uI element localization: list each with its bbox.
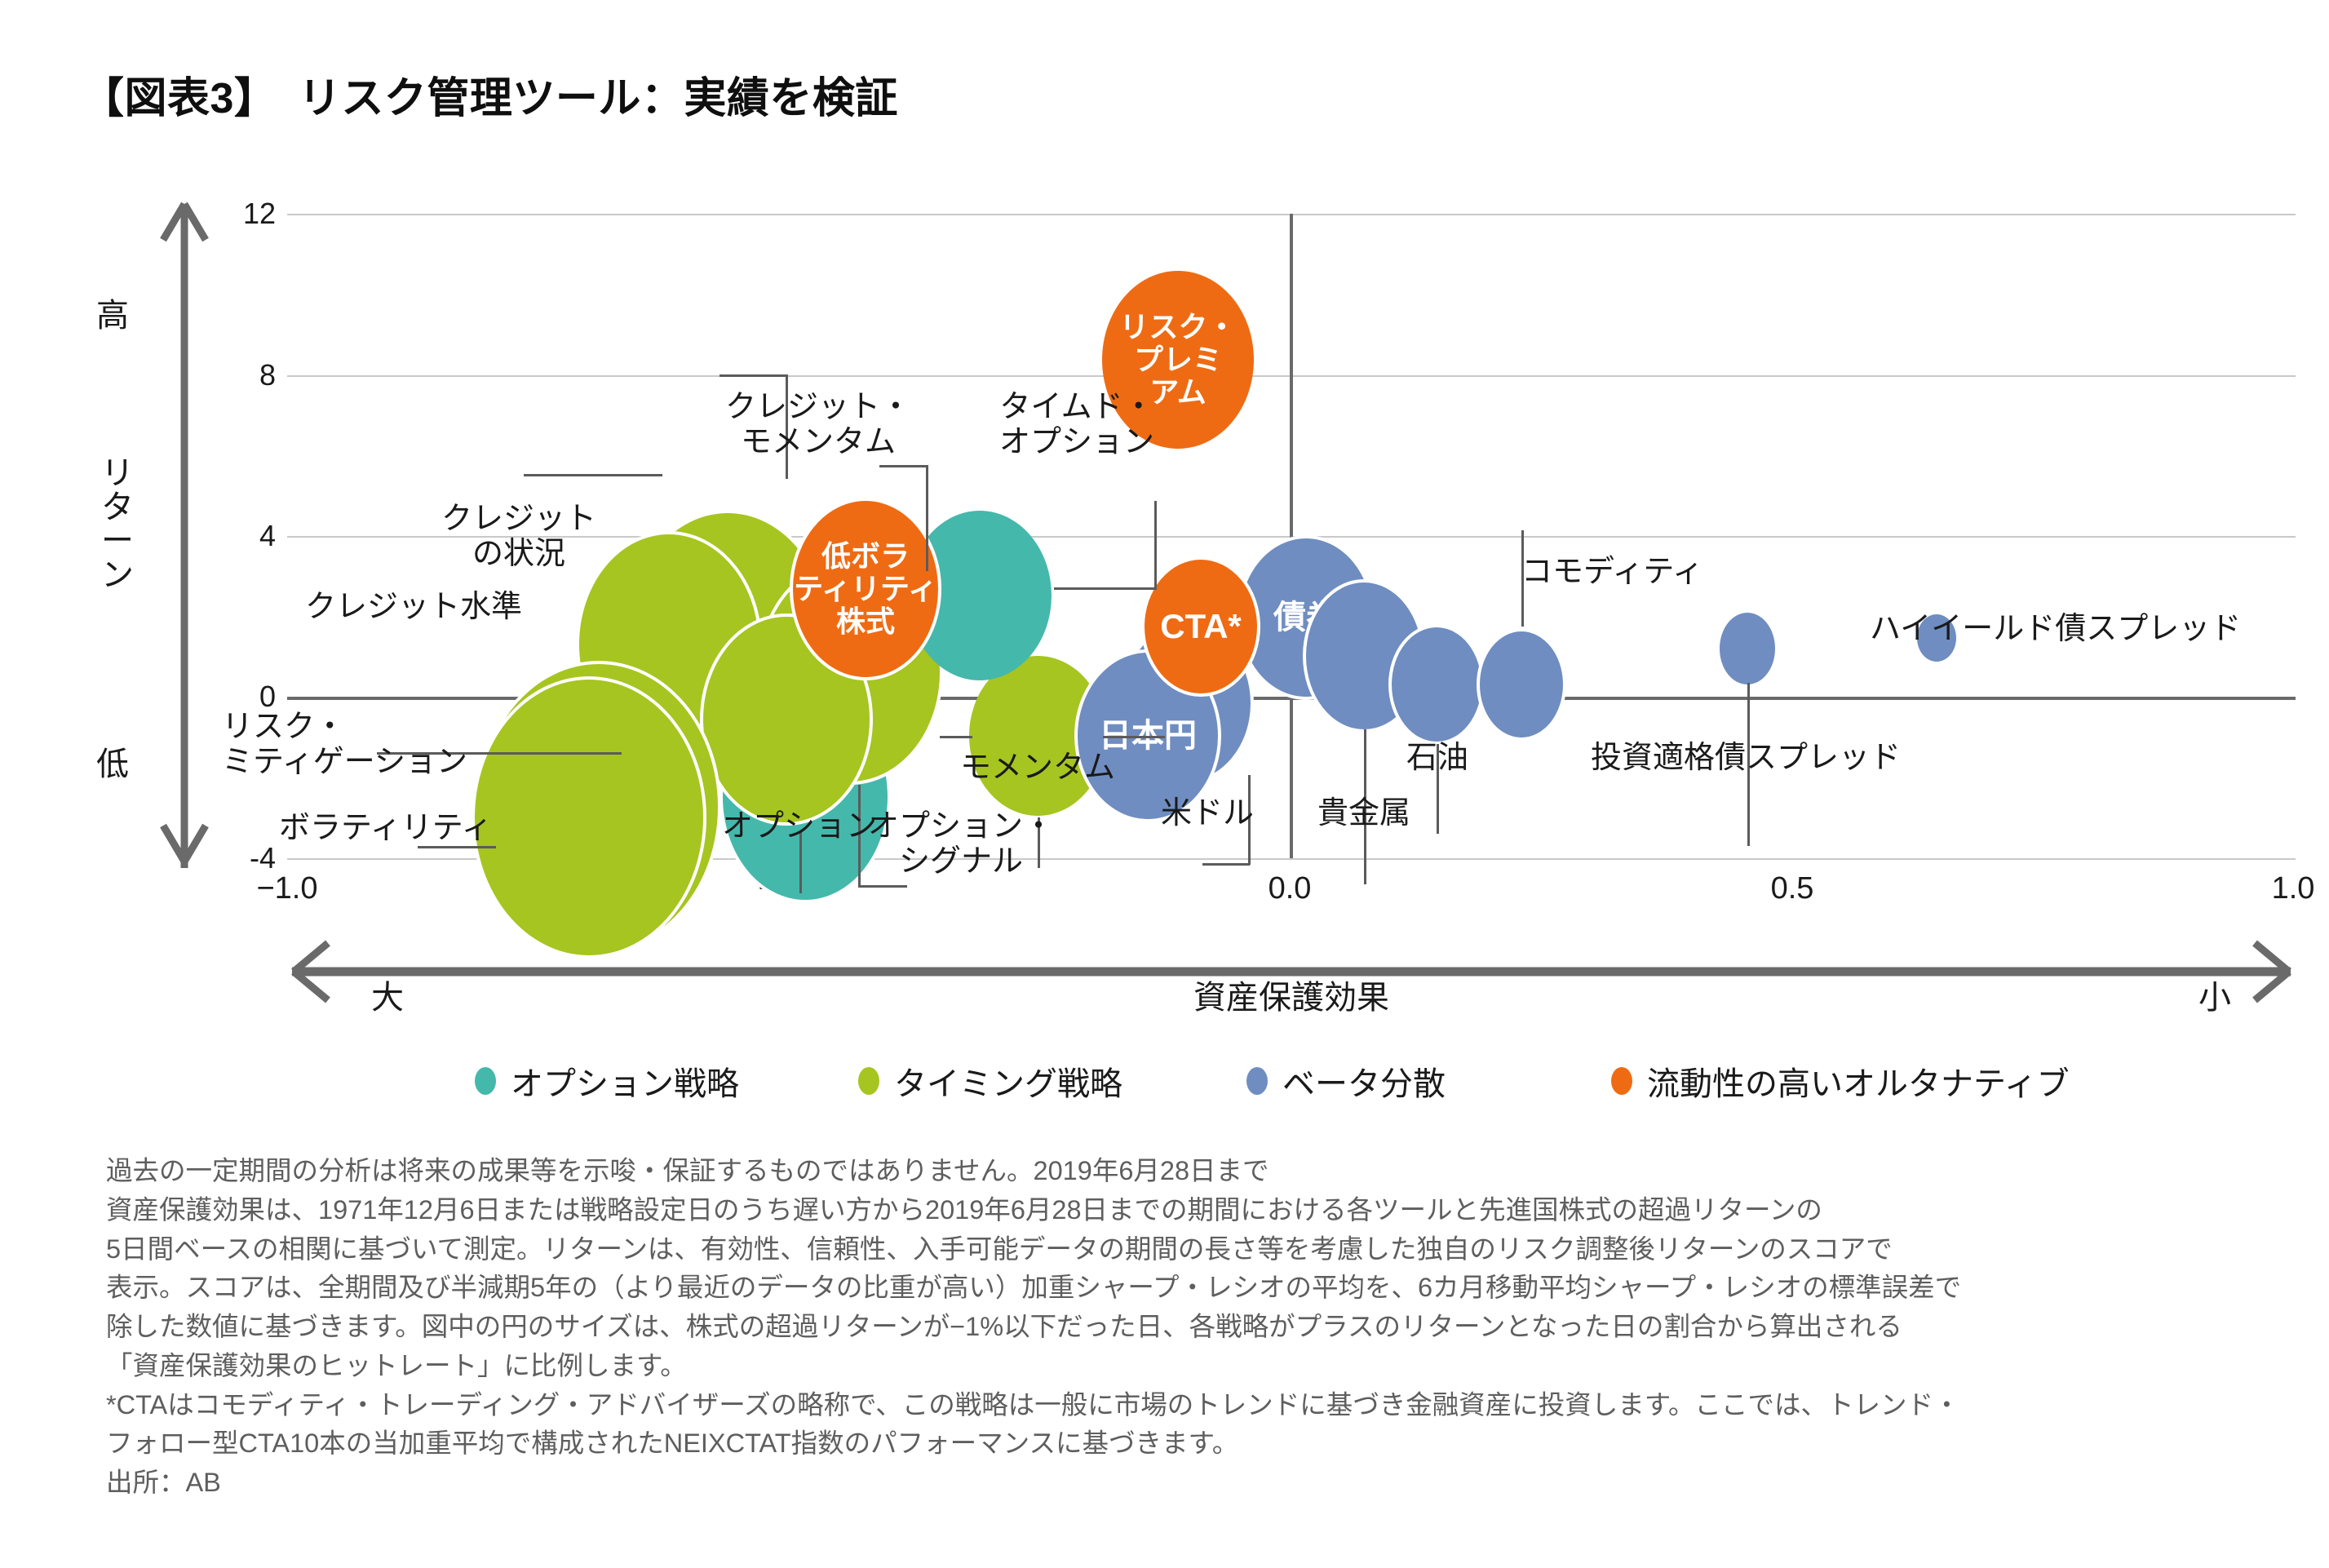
y-axis-arrow-icon (160, 202, 209, 868)
label-momentum: モメンタム (959, 751, 1116, 785)
leader-credit-condition-v (786, 374, 788, 479)
y-tick-4: 4 (259, 519, 276, 552)
x-axis-name-label: 資産保護効果 (1193, 980, 1389, 1016)
leader-precious-metals-v (1364, 729, 1366, 884)
y-tick-12: 12 (242, 197, 276, 230)
leader-timed-option-v (1154, 501, 1157, 589)
legend: オプション戦略 タイミング戦略 ベータ分散 流動性の高いオルタナティブ (0, 1051, 2329, 1108)
leader-usd-v (1248, 775, 1251, 865)
legend-label-option-strategy: オプション戦略 (511, 1066, 739, 1102)
legend-dot-beta-diversification (1246, 1067, 1268, 1095)
label-timed-option: タイムド・ オプション (998, 390, 1155, 459)
bubble-cta-label: CTA* (1160, 607, 1242, 646)
footnotes: 過去の一定期間の分析は将来の成果等を示唆・保証するものではありません。2019年… (106, 1152, 2292, 1503)
leader-option-v (799, 831, 802, 893)
label-commodity: コモディティ (1521, 555, 1704, 589)
footnote-line-7: *CTAはコモディティ・トレーディング・アドバイザーズの略称で、この戦略は一般に… (106, 1389, 1960, 1420)
leader-credit-condition-h (720, 374, 788, 377)
legend-dot-option-strategy (475, 1067, 496, 1095)
y-tick-minus4: -4 (249, 841, 276, 875)
legend-label-timing-strategy: タイミング戦略 (894, 1066, 1122, 1102)
label-precious-metals: 貴金属 (1317, 796, 1411, 831)
leader-option-signal-h (858, 885, 907, 888)
legend-label-liquid-alternative: 流動性の高いオルタナティブ (1647, 1066, 2070, 1102)
label-ig-spread: 投資適格債スプレッド (1590, 741, 1902, 775)
bubble-risk-premium-label: リスク・ プレミ アム (1119, 309, 1237, 410)
label-credit-level: クレジット水準 (304, 590, 522, 624)
bubble-ig-spread[interactable] (1720, 613, 1775, 684)
label-credit-momentum: クレジット・ モメンタム (724, 390, 912, 459)
leader-credit-level-h (524, 474, 662, 476)
leader-momentum-h-left (940, 736, 972, 738)
legend-item-option-strategy[interactable]: オプション戦略 (475, 1057, 739, 1105)
legend-item-beta-diversification[interactable]: ベータ分散 (1246, 1057, 1446, 1105)
leader-credit-momentum-h (879, 465, 928, 467)
leader-oil-v (1437, 744, 1439, 834)
bubble-jpy-label: 日本円 (1099, 717, 1197, 754)
footnote-line-3: 5日間ベースの相関に基づいて測定。リターンは、有効性、信頼性、入手可能データの期… (106, 1234, 1893, 1264)
y-axis-high-label: 高 (96, 298, 129, 334)
bubble-low-vol-equity-label: 低ボラ ティリティ 株式 (794, 538, 937, 639)
label-option-signal: オプション・ シグナル (867, 809, 1055, 879)
bubble-commodity[interactable] (1477, 628, 1566, 741)
x-tick-0: 0.0 (1268, 871, 1312, 906)
y-tick-8: 8 (259, 358, 276, 392)
y-axis-low-label: 低 (96, 746, 129, 782)
y-tick-0: 0 (259, 680, 276, 713)
footnote-line-8: フォロー型CTA10本の当加重平均で構成されたNEIXCTAT指数のパフォーマン… (106, 1428, 1239, 1459)
label-volatility: ボラティリティ (279, 811, 493, 845)
leader-commodity-v (1521, 530, 1524, 627)
label-option: オプション (721, 809, 878, 844)
label-risk-mitigation: リスク・ ミティゲーション (222, 710, 467, 779)
plot-area: 12 8 4 0 -4 −1.0 −0.5 0.0 0.5 1.0 低ボラ ティ… (243, 197, 2314, 959)
leader-option-signal-v (858, 785, 861, 887)
zero-line-vertical (1290, 214, 1293, 858)
footnote-line-6: 「資産保護効果のヒットレート」に比例します。 (106, 1350, 687, 1380)
x-tick-1: 1.0 (2271, 871, 2315, 906)
label-oil: 石油 (1406, 741, 1469, 775)
legend-label-beta-diversification: ベータ分散 (1282, 1066, 1446, 1102)
leader-timed-option-h (1054, 587, 1157, 590)
legend-item-timing-strategy[interactable]: タイミング戦略 (858, 1057, 1122, 1105)
legend-item-liquid-alternative[interactable]: 流動性の高いオルタナティブ (1611, 1057, 2070, 1105)
label-usd: 米ドル (1160, 796, 1255, 831)
x-axis-right-label: 小 (2198, 980, 2231, 1016)
legend-dot-timing-strategy (858, 1067, 879, 1095)
leader-momentum-v (1038, 817, 1040, 868)
footnote-line-1: 過去の一定期間の分析は将来の成果等を示唆・保証するものではありません。2019年… (106, 1156, 1269, 1185)
x-axis-arrow-icon (291, 940, 2291, 1003)
leader-ig-spread-v (1747, 683, 1750, 846)
y-axis-name-label: リターン (101, 455, 134, 593)
bubble-hy-spread-marker[interactable] (1917, 614, 1956, 662)
footnote-line-2: 資産保護効果は、1971年12月6日または戦略設定日のうち遅い方から2019年6… (106, 1194, 1822, 1225)
footnote-line-4: 表示。スコアは、全期間及び半減期5年の（より最近のデータの比重が高い）加重シャー… (106, 1273, 1962, 1303)
page-title: 【図表3】 リスク管理ツール：実績を検証 (82, 75, 898, 122)
bubble-low-vol-equity[interactable]: 低ボラ ティリティ 株式 (790, 498, 941, 680)
gridline-minus4 (287, 858, 2296, 860)
bubble-oil[interactable] (1388, 624, 1485, 745)
bubble-volatility[interactable] (472, 676, 706, 959)
leader-credit-momentum-v (926, 465, 928, 571)
legend-dot-liquid-alternative (1611, 1067, 1632, 1095)
label-credit-condition: クレジット の状況 (441, 502, 597, 571)
leader-momentum-h-right (1103, 736, 1165, 738)
leader-volatility-h (418, 846, 496, 848)
footnote-source: 出所：AB (106, 1468, 221, 1498)
footnote-line-5: 除した数値に基づきます。図中の円のサイズは、株式の超過リターンが−1%以下だった… (106, 1312, 1902, 1342)
x-tick-minus1: −1.0 (256, 871, 318, 906)
x-tick-05: 0.5 (1770, 871, 1814, 906)
x-axis-left-label: 大 (371, 980, 404, 1016)
bubble-risk-premium[interactable]: リスク・ プレミ アム (1102, 271, 1254, 449)
bubble-cta[interactable]: CTA* (1141, 556, 1260, 697)
leader-risk-mitigation-h (377, 752, 622, 755)
label-hy-spread: ハイイールド債スプレッド (1870, 612, 2242, 646)
leader-usd-h (1202, 863, 1250, 866)
